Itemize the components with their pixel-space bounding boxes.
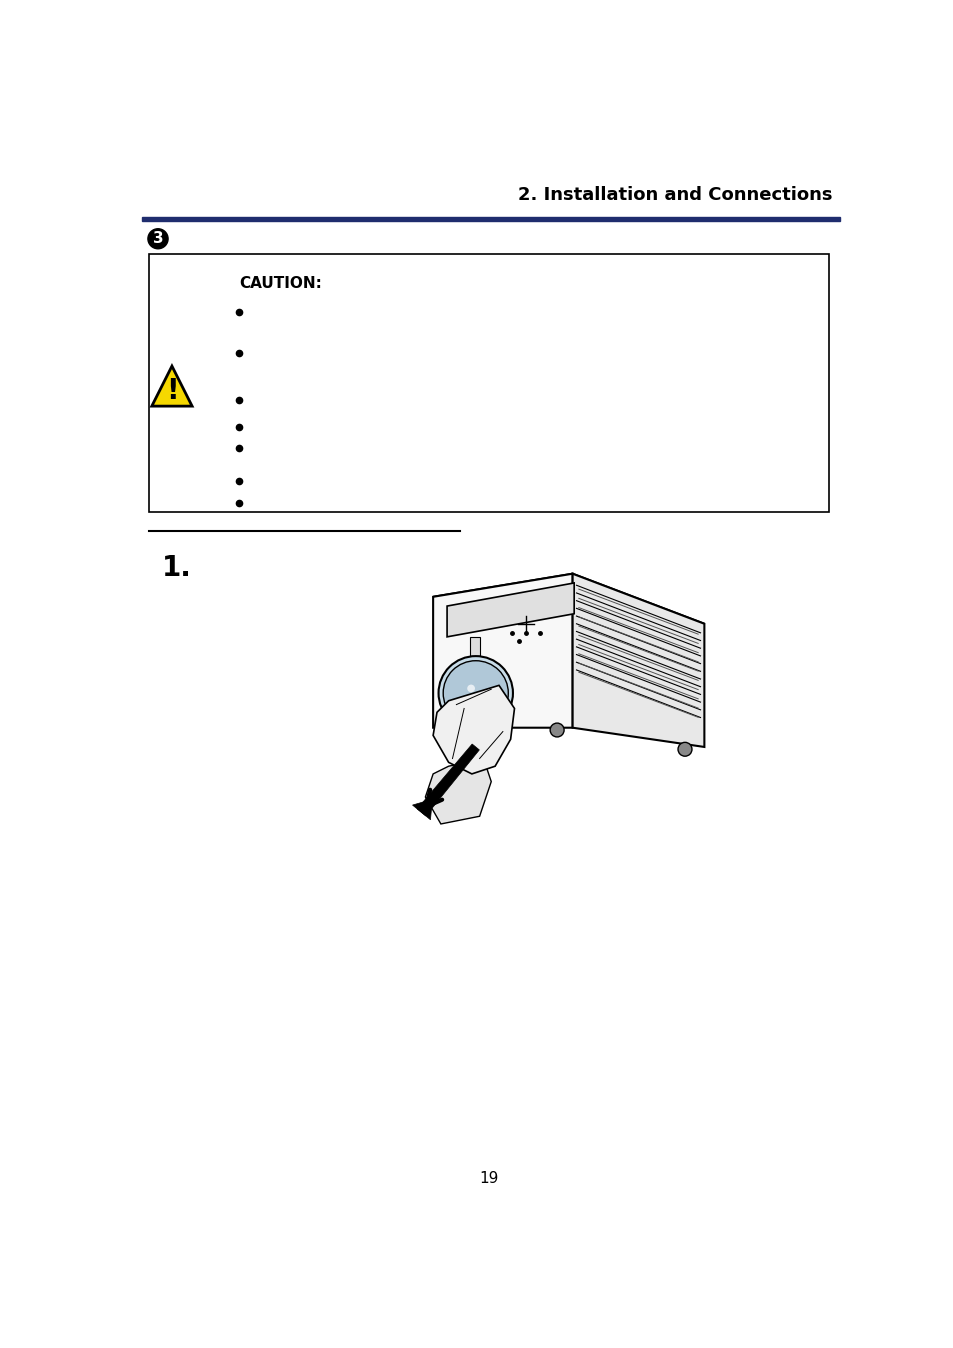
Polygon shape [152,367,192,406]
Text: !: ! [166,377,178,404]
Polygon shape [572,574,703,747]
Circle shape [447,666,503,721]
Circle shape [459,678,491,709]
Text: 3: 3 [152,232,163,247]
Circle shape [550,723,563,737]
Text: 19: 19 [478,1170,498,1186]
Text: 2. Installation and Connections: 2. Installation and Connections [517,186,831,204]
Circle shape [443,661,508,725]
Circle shape [438,656,513,731]
Polygon shape [433,574,572,728]
Text: 1.: 1. [162,554,192,582]
Circle shape [441,727,456,741]
Bar [149,255,828,512]
Circle shape [454,671,497,714]
Bar [142,217,840,221]
Polygon shape [433,574,703,647]
Polygon shape [425,759,491,824]
Text: CAUTION:: CAUTION: [239,276,322,291]
Circle shape [148,229,168,249]
Polygon shape [412,799,432,820]
Polygon shape [433,685,514,774]
Polygon shape [447,582,574,636]
Polygon shape [416,744,478,816]
Circle shape [467,685,475,693]
Bar [470,636,479,667]
Circle shape [678,743,691,756]
